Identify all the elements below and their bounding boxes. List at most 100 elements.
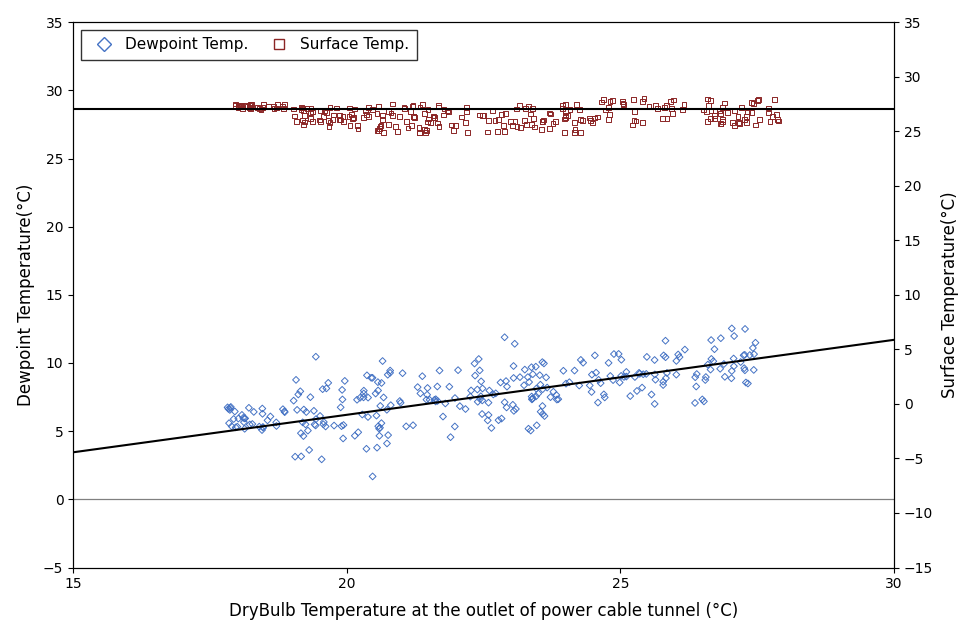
- Point: [671, 350, 686, 360]
- Point: [344, 110, 359, 120]
- Point: [589, 368, 604, 378]
- Point: [232, 102, 248, 112]
- Point: [400, 123, 416, 133]
- Point: [734, 103, 750, 113]
- Point: [712, 364, 728, 374]
- Point: [528, 391, 544, 401]
- Point: [370, 377, 386, 387]
- Point: [346, 104, 362, 114]
- Point: [256, 103, 271, 113]
- Point: [385, 99, 400, 109]
- Point: [671, 352, 687, 362]
- Point: [437, 398, 453, 408]
- Point: [703, 113, 718, 124]
- Point: [663, 97, 678, 107]
- Point: [745, 343, 760, 353]
- Point: [448, 120, 464, 131]
- Point: [289, 404, 305, 415]
- Point: [225, 414, 241, 424]
- Point: [531, 389, 547, 399]
- Point: [224, 421, 239, 431]
- Point: [420, 117, 435, 127]
- Point: [535, 409, 550, 419]
- Point: [658, 373, 673, 383]
- Point: [286, 104, 302, 114]
- Point: [555, 103, 571, 113]
- Point: [497, 127, 512, 137]
- Point: [688, 382, 704, 392]
- Point: [354, 410, 370, 420]
- Point: [701, 100, 716, 110]
- Point: [381, 119, 396, 129]
- Point: [421, 104, 436, 115]
- Point: [490, 114, 506, 124]
- Point: [726, 331, 742, 341]
- Point: [268, 421, 284, 431]
- Point: [666, 95, 681, 105]
- Point: [305, 116, 320, 126]
- Point: [512, 122, 528, 132]
- Point: [361, 111, 377, 121]
- Point: [318, 421, 334, 431]
- Point: [275, 404, 291, 414]
- Point: [707, 111, 722, 121]
- Point: [730, 111, 746, 121]
- Point: [629, 116, 644, 126]
- Point: [261, 101, 276, 111]
- Point: [360, 412, 376, 422]
- Point: [740, 107, 755, 117]
- Point: [371, 421, 386, 431]
- Point: [503, 117, 518, 127]
- Point: [474, 396, 490, 406]
- Point: [507, 339, 522, 349]
- Point: [659, 368, 674, 378]
- Point: [557, 113, 573, 123]
- Point: [597, 392, 613, 403]
- Point: [596, 94, 612, 104]
- Point: [256, 422, 271, 433]
- Point: [222, 405, 237, 415]
- Point: [332, 110, 347, 120]
- Point: [535, 401, 550, 411]
- Point: [592, 378, 608, 388]
- Point: [411, 123, 427, 133]
- Point: [355, 392, 371, 403]
- Point: [236, 417, 252, 427]
- Point: [320, 115, 336, 125]
- Point: [311, 115, 327, 125]
- Point: [242, 104, 258, 114]
- Point: [523, 426, 539, 436]
- Point: [335, 111, 350, 122]
- Point: [429, 382, 445, 392]
- Point: [474, 383, 490, 394]
- Point: [299, 103, 314, 113]
- Point: [369, 109, 385, 119]
- Point: [573, 115, 589, 125]
- Point: [297, 111, 312, 121]
- Point: [253, 104, 268, 114]
- Point: [223, 403, 238, 413]
- Point: [590, 112, 605, 122]
- Point: [475, 111, 491, 121]
- Point: [543, 109, 558, 119]
- Point: [647, 355, 663, 365]
- Point: [345, 113, 360, 124]
- Point: [573, 355, 589, 365]
- Point: [524, 394, 540, 404]
- Point: [350, 124, 366, 134]
- Point: [546, 118, 561, 129]
- Point: [360, 392, 376, 403]
- Point: [312, 116, 328, 126]
- Point: [616, 372, 631, 382]
- Point: [634, 382, 650, 392]
- Point: [325, 115, 341, 125]
- Point: [220, 403, 235, 413]
- Point: [584, 369, 599, 380]
- Point: [572, 105, 588, 115]
- Point: [627, 115, 642, 125]
- Point: [597, 105, 613, 115]
- Point: [333, 115, 348, 125]
- Point: [519, 120, 535, 130]
- Point: [473, 391, 489, 401]
- Point: [770, 115, 786, 125]
